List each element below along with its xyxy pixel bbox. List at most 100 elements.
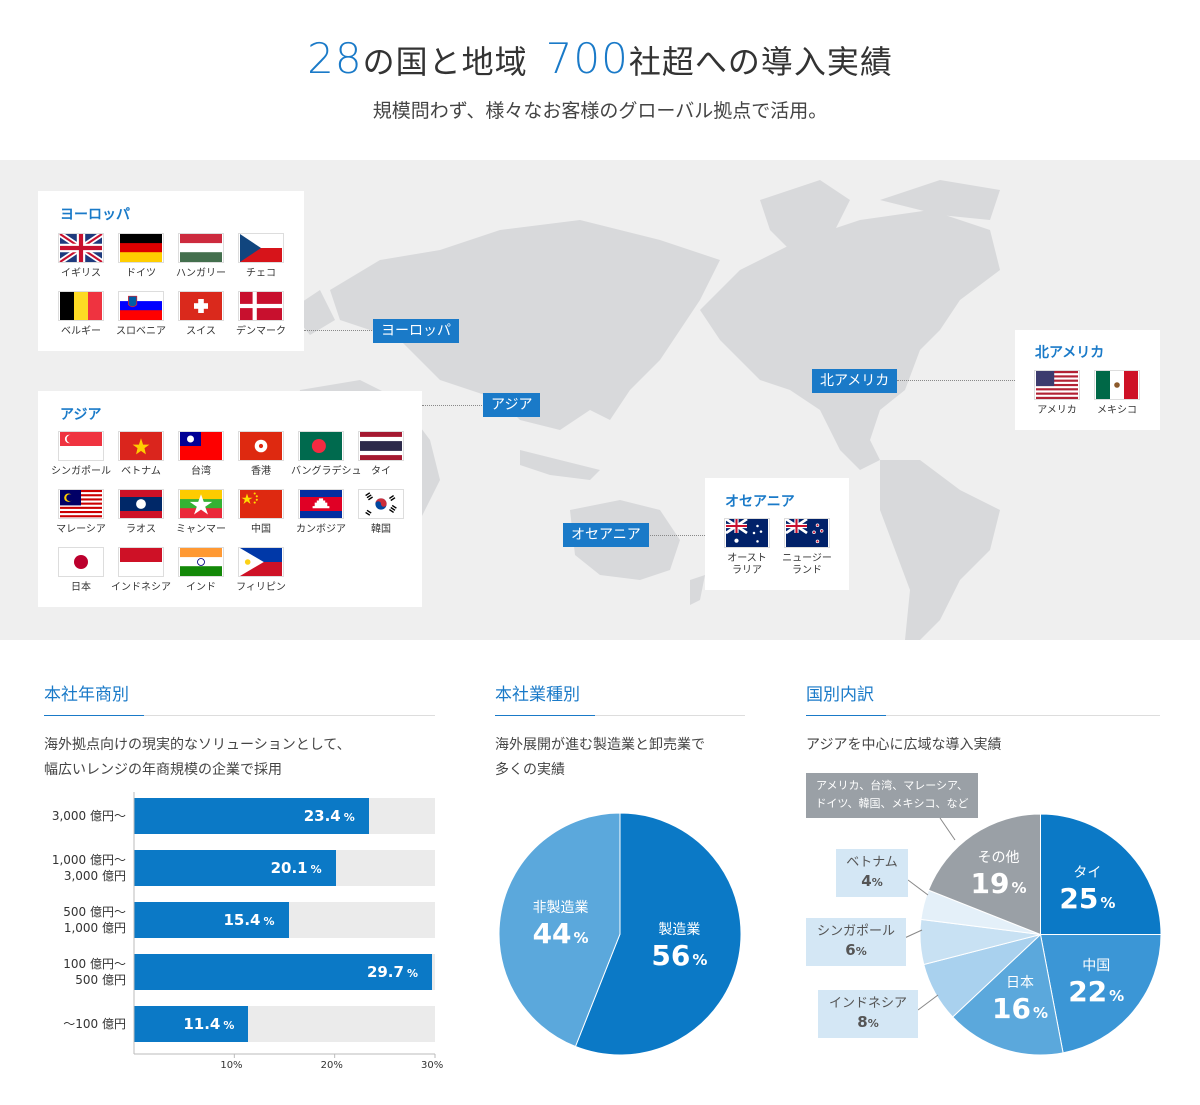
- indonesia-flag-icon: [118, 547, 164, 577]
- flag-label: 香港: [251, 466, 271, 477]
- bar-track: 29.7%: [134, 954, 435, 990]
- korea-flag-icon: [358, 489, 404, 519]
- czech-flag-icon: [238, 233, 284, 263]
- bar: 23.4%: [134, 798, 369, 834]
- flag-label: ミャンマー: [176, 524, 226, 535]
- china-flag-icon: [238, 489, 284, 519]
- industry-desc-line1: 海外展開が進む製造業と卸売業で: [495, 737, 705, 753]
- flag-label: スイス: [186, 326, 216, 337]
- north-america-connector: [897, 380, 1015, 381]
- flag-label: マレーシア: [56, 524, 106, 535]
- oceania-tag[interactable]: オセアニア: [563, 523, 649, 547]
- oceania-connector: [648, 535, 705, 536]
- japan-flag-icon: [58, 547, 104, 577]
- bar-category-label: 〜100 億円: [63, 1017, 126, 1031]
- pie-slice: [574, 813, 741, 1055]
- flag-philippines: フィリピン: [231, 547, 291, 594]
- flag-label: オースト ラリア: [727, 553, 767, 576]
- bar-value-label: 20.1%: [270, 859, 322, 877]
- usa-flag-icon: [1034, 370, 1080, 400]
- pie-slice-label: 製造業 56%: [651, 922, 708, 973]
- mexico-flag-icon: [1094, 370, 1140, 400]
- asia-panel: アジア シンガポール ベトナム 台湾 香港 バングラデシュ タイ マレーシア: [38, 391, 422, 607]
- flag-label: インド: [186, 582, 216, 593]
- country-desc: アジアを中心に広域な導入実績: [806, 737, 1002, 753]
- flag-malaysia: マレーシア: [51, 489, 111, 536]
- pie-slice-label: タイ 25%: [1059, 864, 1116, 915]
- asia-title: アジア: [60, 407, 102, 423]
- philippines-flag-icon: [238, 547, 284, 577]
- pie-slice: [927, 814, 1041, 936]
- bar-track: 15.4%: [134, 902, 435, 938]
- flag-mexico: メキシコ: [1087, 370, 1147, 417]
- flag-label: 韓国: [371, 524, 391, 535]
- bar-value-label: 15.4%: [223, 911, 275, 929]
- oceania-title: オセアニア: [725, 494, 795, 510]
- flag-usa: アメリカ: [1027, 370, 1087, 417]
- flag-label: イギリス: [61, 268, 101, 279]
- pie-slice-label: シンガポール 6%: [806, 918, 906, 966]
- bar-x-tick-label: 10%: [220, 1060, 243, 1071]
- company-count-text: 社超への導入実績: [628, 43, 893, 81]
- flag-uk: イギリス: [51, 233, 111, 280]
- bar-x-tick-label: 20%: [320, 1060, 343, 1071]
- europe-tag[interactable]: ヨーロッパ: [373, 319, 459, 343]
- flag-label: メキシコ: [1097, 405, 1137, 416]
- india-flag-icon: [178, 547, 224, 577]
- taiwan-flag-icon: [178, 431, 224, 461]
- pie-slice: [1039, 934, 1161, 1054]
- revenue-rule: [44, 715, 435, 716]
- flag-label: アメリカ: [1037, 405, 1077, 416]
- flag-newzealand: ニュージー ランド: [777, 518, 837, 577]
- europe-panel: ヨーロッパ イギリス ドイツ ハンガリー チェコ ベルギー スロベニア スイス: [38, 191, 304, 351]
- bar: 29.7%: [134, 954, 432, 990]
- north-america-tag[interactable]: 北アメリカ: [812, 369, 898, 393]
- bar-value-label: 23.4%: [303, 807, 355, 825]
- revenue-desc: 海外拠点向けの現実的なソリューションとして、 幅広いレンジの年商規模の企業で採用: [44, 733, 351, 783]
- flag-label: スロベニア: [116, 326, 166, 337]
- singapore-flag-icon: [58, 431, 104, 461]
- revenue-desc-line1: 海外拠点向けの現実的なソリューションとして、: [44, 737, 351, 753]
- oceania-panel: オセアニア オースト ラリア ニュージー ランド: [705, 478, 849, 590]
- bar-value-label: 29.7%: [366, 963, 418, 981]
- world-map-section: ヨーロッパ イギリス ドイツ ハンガリー チェコ ベルギー スロベニア スイス: [0, 160, 1200, 640]
- north-america-panel: 北アメリカ アメリカ メキシコ: [1015, 330, 1160, 430]
- thailand-flag-icon: [358, 431, 404, 461]
- flag-thailand: タイ: [351, 431, 411, 478]
- laos-flag-icon: [118, 489, 164, 519]
- flag-japan: 日本: [51, 547, 111, 594]
- other-note-line1: アメリカ、台湾、マレーシア、: [816, 779, 968, 792]
- switzerland-flag-icon: [178, 291, 224, 321]
- flag-hongkong: 香港: [231, 431, 291, 478]
- bar-category-label: 1,000 億円〜 3,000 億円: [51, 853, 126, 883]
- country-count: 28: [307, 34, 363, 83]
- pie-slice-label: 非製造業 44%: [532, 899, 589, 950]
- flag-germany: ドイツ: [111, 233, 171, 280]
- country-title: 国別内訳: [806, 685, 874, 705]
- asia-tag[interactable]: アジア: [483, 393, 541, 417]
- bar: 15.4%: [134, 902, 289, 938]
- flag-label: 台湾: [191, 466, 211, 477]
- asia-connector: [422, 405, 482, 406]
- hero-subtitle: 規模問わず、様々なお客様のグローバル拠点で活用。: [372, 100, 828, 122]
- belgium-flag-icon: [58, 291, 104, 321]
- flag-switzerland: スイス: [171, 291, 231, 338]
- company-count: 700: [545, 34, 629, 83]
- flag-indonesia: インドネシア: [111, 547, 171, 594]
- industry-pie-chart: [499, 813, 741, 1055]
- north-america-title: 北アメリカ: [1035, 345, 1105, 361]
- flag-slovenia: スロベニア: [111, 291, 171, 338]
- malaysia-flag-icon: [58, 489, 104, 519]
- flag-label: ハンガリー: [176, 268, 226, 279]
- flag-china: 中国: [231, 489, 291, 536]
- country-rule: [806, 715, 1160, 716]
- flag-label: デンマーク: [236, 326, 286, 337]
- pie-slice-label: その他 19%: [970, 849, 1027, 900]
- flag-czech: チェコ: [231, 233, 291, 280]
- bar-category-label: 500 億円〜 1,000 億円: [63, 905, 126, 935]
- flag-label: シンガポール: [51, 466, 111, 477]
- denmark-flag-icon: [238, 291, 284, 321]
- flag-laos: ラオス: [111, 489, 171, 536]
- bar-value-label: 11.4%: [183, 1015, 235, 1033]
- other-note-line2: ドイツ、韓国、メキシコ、など: [815, 797, 969, 810]
